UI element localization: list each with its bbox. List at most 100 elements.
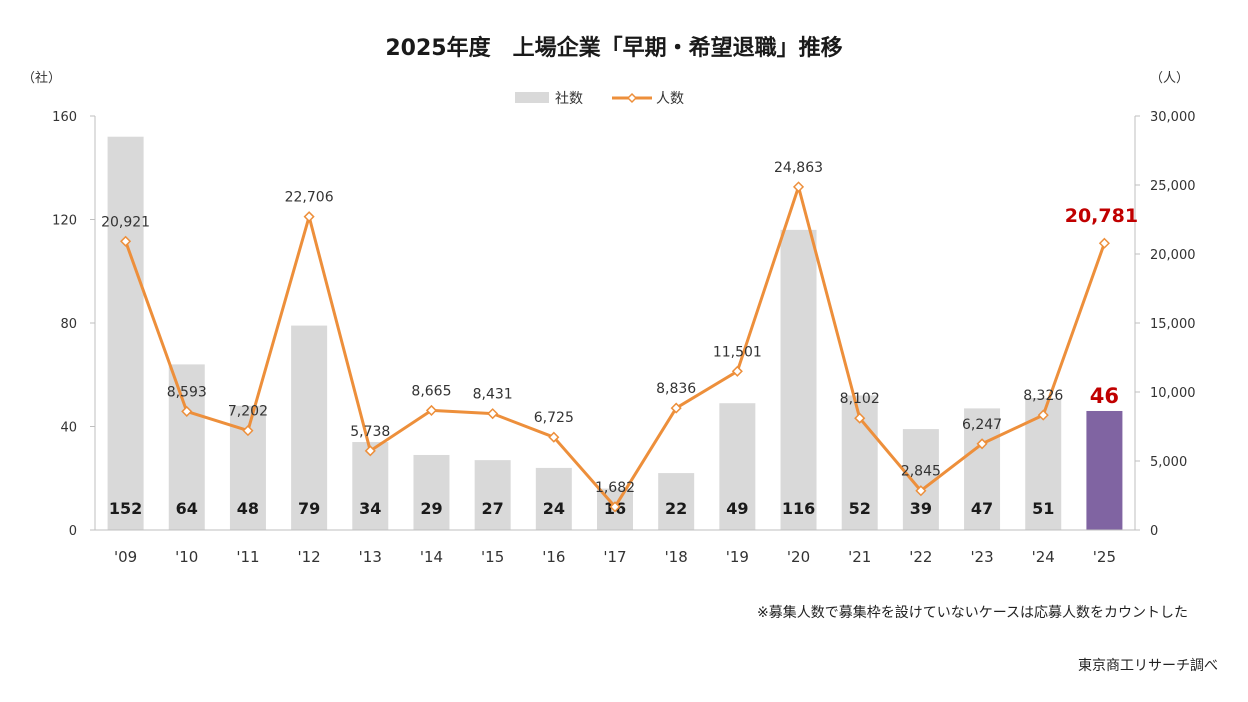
- bar: [352, 442, 389, 530]
- line-value-label: 6,247: [962, 417, 1002, 433]
- line-value-label: 7,202: [228, 404, 268, 420]
- bar: [780, 229, 817, 530]
- right-tick-label: 25,000: [1150, 179, 1196, 194]
- left-tick-label: 40: [60, 421, 77, 436]
- chart-title: 2025年度 上場企業「早期・希望退職」推移: [385, 35, 842, 61]
- right-tick-label: 0: [1150, 524, 1158, 539]
- x-tick-label: '13: [359, 548, 382, 566]
- legend-swatch-marker: [626, 92, 638, 104]
- line-value-label: 20,781: [1065, 205, 1138, 227]
- bar-value-label: 29: [420, 499, 442, 518]
- bar: [474, 460, 511, 530]
- bar-value-label: 27: [482, 499, 504, 518]
- right-tick-label: 20,000: [1150, 248, 1196, 263]
- line-value-label: 8,836: [656, 381, 696, 397]
- right-tick-label: 5,000: [1150, 455, 1187, 470]
- x-tick-label: '18: [665, 548, 688, 566]
- line-point: [548, 431, 560, 443]
- bar: [107, 136, 144, 530]
- line-value-label: 24,863: [774, 160, 823, 176]
- left-axis-unit: （社）: [22, 70, 61, 86]
- bar-value-label: 39: [910, 499, 932, 518]
- right-tick-label: 10,000: [1150, 386, 1196, 401]
- right-tick-label: 30,000: [1150, 110, 1196, 125]
- line-point: [670, 402, 682, 414]
- bar: [902, 429, 939, 530]
- x-tick-label: '14: [420, 548, 443, 566]
- right-tick-label: 15,000: [1150, 317, 1196, 332]
- bar: [658, 473, 695, 530]
- legend-label-bar: 社数: [555, 91, 583, 107]
- right-axis-unit: （人）: [1150, 71, 1189, 86]
- bar-value-label: 34: [359, 499, 381, 518]
- left-tick-label: 160: [52, 110, 77, 125]
- bar-value-label: 64: [176, 499, 198, 518]
- left-axis: 0 40 80 120 160: [52, 110, 96, 539]
- line-point: [1098, 237, 1110, 249]
- line-value-label: 20,921: [101, 214, 150, 230]
- line-point: [487, 408, 499, 420]
- x-tick-label: '23: [970, 548, 993, 566]
- x-tick-label: '12: [298, 548, 321, 566]
- left-tick-label: 80: [60, 317, 77, 332]
- source-credit: 東京商工リサーチ調べ: [1078, 658, 1218, 674]
- line-point: [609, 501, 621, 513]
- line-value-label: 22,706: [285, 190, 334, 206]
- line-point: [242, 425, 254, 437]
- x-tick-label: '24: [1032, 548, 1055, 566]
- bar: [1086, 410, 1123, 530]
- x-tick-label: '10: [175, 548, 198, 566]
- right-axis: 0 5,000 10,000 15,000 20,000 25,000 30,000: [1134, 110, 1196, 539]
- line-point: [303, 211, 315, 223]
- x-tick-label: '09: [114, 548, 137, 566]
- x-axis: '09 '10 '11 '12 '13 '14 '15 '16 '17 '18 '19 '20 '21 '…: [95, 529, 1135, 566]
- line-value-label: 8,593: [167, 384, 207, 400]
- line-value-label: 2,845: [901, 464, 941, 480]
- bar-value-label: 24: [543, 499, 565, 518]
- line-value-label: 1,682: [595, 480, 635, 496]
- bar: [413, 454, 450, 530]
- line-point: [976, 438, 988, 450]
- line-value-label: 8,102: [840, 391, 880, 407]
- x-tick-label: '11: [236, 548, 259, 566]
- line-value-label: 8,665: [411, 383, 451, 399]
- bar: [719, 403, 756, 530]
- series-line: [124, 185, 1106, 509]
- footnote: ※募集人数で募集枠を設けていないケースは応募人数をカウントした: [757, 604, 1188, 621]
- bar: [535, 467, 572, 530]
- legend: 社数 人数: [515, 91, 684, 107]
- legend-swatch-bar: [515, 92, 549, 103]
- line-point: [792, 181, 805, 193]
- x-tick-label: '15: [481, 548, 504, 566]
- x-tick-label: '20: [787, 548, 810, 566]
- bar-value-label: 49: [726, 499, 748, 518]
- line-point: [915, 485, 927, 497]
- line-point: [731, 365, 743, 377]
- bar-value-label: 48: [237, 499, 259, 518]
- x-tick-label: '25: [1093, 548, 1116, 566]
- line-point: [120, 235, 132, 247]
- x-tick-label: '22: [909, 548, 932, 566]
- legend-label-line: 人数: [656, 91, 684, 107]
- bar-value-label: 22: [665, 499, 687, 518]
- line-value-label: 11,501: [713, 344, 762, 360]
- bar-value-label: 152: [109, 499, 142, 518]
- line-point: [181, 405, 193, 417]
- line-value-label: 8,431: [473, 387, 513, 403]
- x-tick-label: '19: [726, 548, 749, 566]
- line-point: [425, 404, 438, 416]
- bar: [964, 408, 1001, 530]
- bars: 152644879342927241622491165239475146: [107, 136, 1123, 530]
- line-series: 20,921 8,593 7,202 22,706 5,738 8,665 8,431 6,7…: [101, 160, 1138, 513]
- line-point: [364, 445, 376, 457]
- line-value-label: 8,326: [1023, 388, 1063, 404]
- bar-value-label: 51: [1032, 499, 1054, 518]
- line-value-label: 6,725: [534, 410, 574, 426]
- x-tick-label: '21: [848, 548, 871, 566]
- bar-value-label: 52: [849, 499, 871, 518]
- x-tick-label: '17: [603, 548, 626, 566]
- line-value-label: 5,738: [350, 424, 390, 440]
- bar-value-label: 46: [1090, 384, 1119, 408]
- line-point: [1037, 409, 1049, 421]
